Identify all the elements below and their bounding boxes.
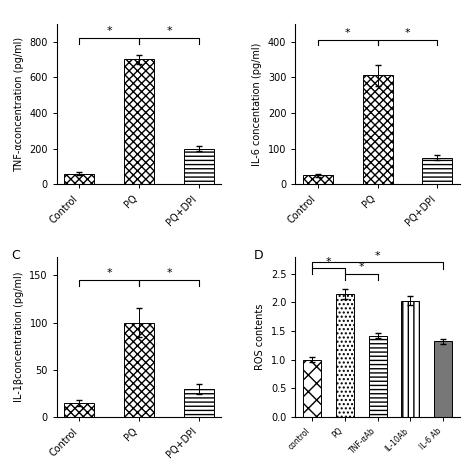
Bar (422, 157, 452, 184)
Y-axis label: TNF-αconcentration (pg/ml): TNF-αconcentration (pg/ml) (14, 36, 24, 172)
Bar (184, 389, 214, 417)
Text: *: * (106, 26, 112, 36)
Bar (64, 173, 94, 184)
Text: *: * (345, 28, 350, 38)
Y-axis label: IL-6 concentation (pg/ml): IL-6 concentation (pg/ml) (252, 42, 262, 166)
Bar (401, 301, 419, 417)
Bar (64, 403, 94, 417)
Bar (303, 175, 333, 184)
Bar (124, 59, 154, 184)
Bar (434, 341, 452, 417)
Text: C: C (11, 248, 19, 262)
Text: *: * (405, 28, 410, 38)
Y-axis label: ROS contents: ROS contents (255, 304, 265, 370)
Text: *: * (106, 268, 112, 278)
Text: *: * (375, 251, 380, 261)
Text: *: * (358, 263, 364, 273)
Text: *: * (166, 268, 172, 278)
Y-axis label: IL-1βconcentration (pg/ml): IL-1βconcentration (pg/ml) (14, 272, 24, 402)
Text: *: * (166, 26, 172, 36)
Bar (363, 75, 392, 184)
Bar (124, 323, 154, 417)
Text: *: * (326, 257, 331, 267)
Bar (303, 360, 321, 417)
Bar (336, 294, 354, 417)
Text: D: D (254, 248, 264, 262)
Bar (368, 336, 387, 417)
Bar (184, 148, 214, 184)
